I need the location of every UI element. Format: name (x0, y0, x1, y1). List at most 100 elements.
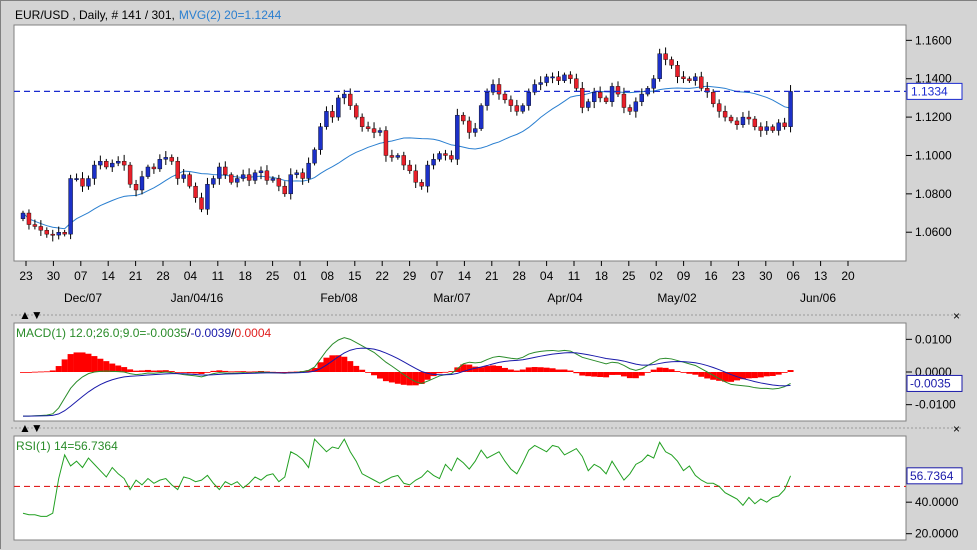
candle-body (157, 159, 163, 170)
candle-body (240, 174, 246, 179)
macd-hist-bar (579, 372, 586, 376)
collapse-icon[interactable]: ▲▼ (19, 308, 43, 322)
macd-hist-bar (454, 367, 461, 372)
macd-hist-bar (228, 371, 235, 373)
macd-hist-bar (424, 372, 431, 380)
candle-body (300, 172, 305, 179)
macd-hist-bar (400, 372, 407, 385)
macd-hist-bar (656, 367, 663, 372)
macd-hist-bar (168, 371, 175, 372)
rsi-header: RSI(1) 14=56.7364 (16, 439, 118, 453)
macd-hist-bar (716, 372, 723, 381)
macd-hist-bar (382, 372, 389, 382)
candle-body (437, 153, 442, 160)
macd-hist-bar (180, 372, 187, 373)
macd-hist-bar (615, 372, 621, 375)
macd-hist-bar (156, 370, 163, 372)
macd-hist-bar (543, 367, 550, 372)
candle-body (127, 164, 133, 185)
macd-hist-bar (781, 372, 788, 373)
candle-body (764, 126, 769, 131)
macd-lines (23, 337, 791, 417)
macd-hist-bar (466, 364, 473, 372)
candle-body (449, 155, 454, 160)
macd-hist-bar (305, 370, 312, 372)
candle-body (407, 164, 412, 172)
candle-body (663, 53, 668, 60)
macd-hist-bar (91, 356, 98, 372)
macd-hist-bar (763, 372, 770, 377)
macd-hist-bar (775, 372, 782, 375)
macd-hist-bar (573, 372, 580, 374)
macd-hist-bar (198, 372, 205, 374)
macd-hist-bar (55, 366, 62, 372)
candle-body (633, 101, 639, 112)
candle-body (26, 212, 32, 225)
candle-body (473, 128, 478, 133)
date-tick-label: 30 (759, 269, 773, 283)
macd-hist-bar (585, 372, 592, 377)
panel-splitter-1[interactable] (1, 310, 977, 321)
candle-body (711, 91, 716, 104)
candle-body (234, 178, 240, 183)
price-tick-label: 1.0800 (915, 187, 952, 201)
candle-body (615, 86, 621, 95)
date-tick-label: 22 (376, 269, 390, 283)
macd-header: MACD(1) 12.0;26.0;9.0=-0.0035/-0.0039/0.… (16, 326, 272, 340)
date-tick-label: 18 (595, 269, 609, 283)
candle-body (145, 166, 151, 177)
macd-hist-value: 0.0004 (235, 326, 272, 340)
date-tick-label: 20 (841, 269, 855, 283)
macd-hist-bar (246, 371, 253, 373)
candle-body (92, 164, 97, 179)
macd-name: MACD(1) 12.0;26.0;9.0= (16, 326, 146, 340)
close-pane-icon[interactable]: × (953, 422, 960, 436)
macd-hist-bar (484, 366, 491, 372)
candle-body (699, 76, 704, 89)
candle-body (556, 76, 561, 81)
date-tick-label: 04 (540, 269, 554, 283)
month-label: May/02 (657, 291, 697, 305)
date-tick-label: 07 (430, 269, 444, 283)
date-tick-label: 28 (156, 269, 170, 283)
candle-body (371, 128, 377, 133)
macd-hist-bar (626, 372, 633, 379)
macd-hist-bar (620, 372, 627, 377)
price-tick-label: 1.1400 (915, 72, 952, 86)
macd-hist-bar (513, 370, 520, 372)
candle-body (121, 161, 127, 166)
candle-body (205, 184, 210, 210)
macd-hist-bar (692, 372, 699, 375)
candle-body (461, 114, 466, 122)
macd-hist-bar (739, 372, 746, 380)
candle-body (574, 78, 579, 89)
month-label: Dec/07 (64, 291, 102, 305)
macd-hist-bar (698, 372, 705, 377)
date-tick-label: 16 (704, 269, 718, 283)
candle-body (597, 91, 603, 99)
candle-body (478, 105, 484, 129)
macd-hist-bar (335, 355, 342, 372)
candle-body (508, 99, 514, 106)
panel-splitter-2[interactable] (1, 423, 977, 434)
macd-hist-bar (591, 372, 598, 377)
macd-hist-bar (674, 371, 681, 372)
candle-body (139, 176, 145, 191)
candle-body (252, 172, 258, 181)
collapse-icon[interactable]: ▲▼ (19, 421, 43, 435)
candle-body (133, 184, 139, 191)
candle-body (484, 91, 490, 106)
macd-hist-bar (418, 372, 425, 384)
candle-body (68, 178, 73, 235)
candle-body (514, 105, 520, 112)
date-tick-label: 28 (513, 269, 527, 283)
date-tick-label: 14 (458, 269, 472, 283)
close-pane-icon[interactable]: × (953, 309, 960, 323)
macd-hist-bar (341, 356, 348, 372)
date-tick-label: 21 (485, 269, 499, 283)
macd-hist-bar (49, 370, 56, 372)
macd-hist-bar (757, 372, 764, 378)
candle-body (288, 174, 293, 195)
candle-body (175, 161, 180, 179)
macd-hist-bar (519, 369, 526, 372)
